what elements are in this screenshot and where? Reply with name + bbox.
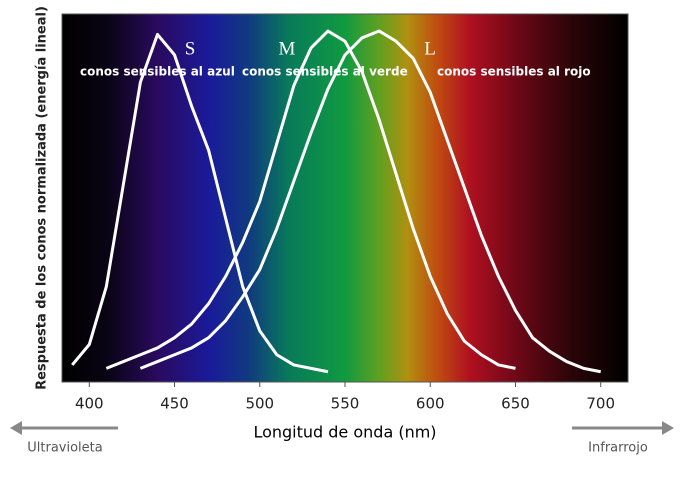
annotation: Infrarrojo bbox=[588, 441, 648, 456]
arrow-uv-head bbox=[10, 421, 22, 435]
series-label: S bbox=[185, 38, 196, 59]
x-tick-label: 700 bbox=[586, 395, 615, 413]
curve bbox=[139, 29, 602, 374]
series-label: L bbox=[424, 38, 436, 59]
annotation: conos sensibles al verde bbox=[242, 65, 408, 79]
x-tick-label: 450 bbox=[160, 395, 189, 413]
x-axis-label: Longitud de onda (nm) bbox=[253, 423, 436, 442]
x-tick-label: 500 bbox=[245, 395, 274, 413]
arrow-ir-head bbox=[662, 421, 674, 435]
spectrum bbox=[62, 14, 628, 382]
annotation: conos sensibles al azul bbox=[80, 65, 235, 79]
series-label: M bbox=[279, 38, 296, 59]
annotation: conos sensibles al rojo bbox=[437, 65, 591, 79]
x-tick-label: 600 bbox=[416, 395, 445, 413]
curve bbox=[71, 32, 329, 374]
curve bbox=[105, 29, 516, 370]
x-tick-label: 400 bbox=[75, 395, 104, 413]
y-axis-label: Respuesta de los conos normalizada (ener… bbox=[35, 6, 50, 390]
annotation: Ultravioleta bbox=[27, 441, 102, 456]
x-tick-label: 550 bbox=[331, 395, 360, 413]
x-tick-label: 650 bbox=[501, 395, 530, 413]
